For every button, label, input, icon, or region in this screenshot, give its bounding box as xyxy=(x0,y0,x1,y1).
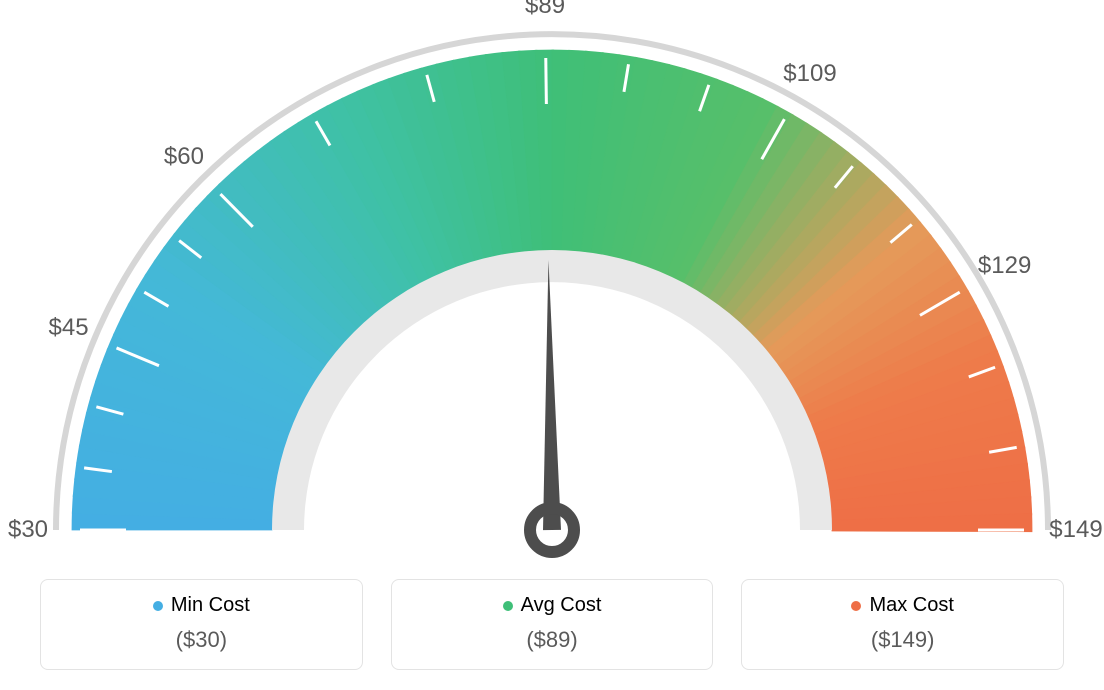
gauge-tick-label: $129 xyxy=(978,252,1031,280)
gauge-tick-label: $45 xyxy=(49,314,89,342)
gauge-tick-label: $109 xyxy=(783,60,836,88)
legend-title-avg-text: Avg Cost xyxy=(521,594,602,617)
legend-title-max: Max Cost xyxy=(851,594,953,617)
gauge-tick-label: $149 xyxy=(1049,516,1102,544)
legend-dot-max xyxy=(851,601,861,611)
legend-card-max: Max Cost ($149) xyxy=(741,579,1064,670)
legend-card-avg: Avg Cost ($89) xyxy=(391,579,714,670)
legend-title-min-text: Min Cost xyxy=(171,594,250,617)
legend-dot-min xyxy=(153,601,163,611)
legend-title-avg: Avg Cost xyxy=(503,594,602,617)
gauge-svg xyxy=(0,0,1104,560)
gauge-tick-label: $60 xyxy=(164,143,204,171)
gauge-tick-label: $89 xyxy=(525,0,565,20)
legend-value-avg: ($89) xyxy=(402,627,703,653)
gauge-tick-label: $30 xyxy=(8,516,48,544)
legend-value-max: ($149) xyxy=(752,627,1053,653)
legend-title-min: Min Cost xyxy=(153,594,250,617)
legend-dot-avg xyxy=(503,601,513,611)
legend-card-min: Min Cost ($30) xyxy=(40,579,363,670)
legend-title-max-text: Max Cost xyxy=(869,594,953,617)
legend-value-min: ($30) xyxy=(51,627,352,653)
cost-gauge: $30 $45 $60 $89 $109 $129 $149 xyxy=(0,0,1104,560)
legend-row: Min Cost ($30) Avg Cost ($89) Max Cost (… xyxy=(40,579,1064,670)
